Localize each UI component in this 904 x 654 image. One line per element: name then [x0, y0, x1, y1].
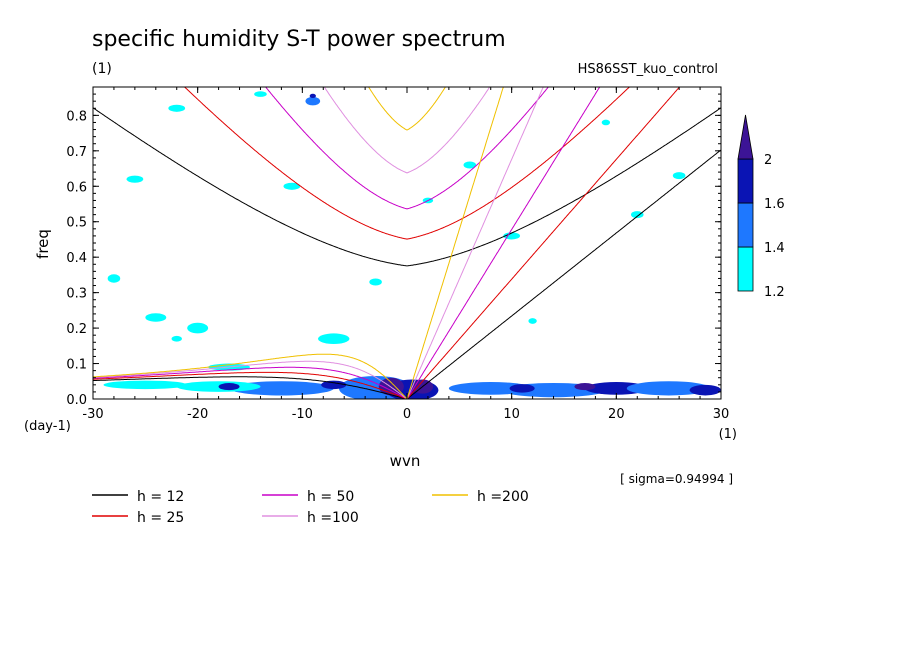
- shading-patch: [463, 161, 477, 169]
- dispersion-curve-kelvin: [406, 149, 721, 399]
- x-tick-label: 10: [503, 407, 520, 422]
- y-axis-unit: (day-1): [24, 419, 71, 434]
- dispersion-curve-n1-rossby: [93, 376, 408, 399]
- colorbar-label: 1.2: [764, 285, 785, 300]
- dispersion-curve-n1-gravity: [368, 87, 446, 131]
- dispersion-curve-kelvin: [406, 87, 681, 399]
- colorbar-label: 2: [764, 153, 772, 168]
- shading-patch: [305, 96, 321, 106]
- legend-label: h = 50: [307, 489, 354, 505]
- legend: h = 12 h = 25 h = 50 h =100 h =200: [92, 489, 529, 526]
- chart-subtitle-right: HS86SST_kuo_control: [578, 62, 718, 77]
- shading-patch: [145, 313, 167, 322]
- shading-patch: [126, 175, 144, 183]
- dispersion-curve-n1-rossby: [93, 353, 408, 399]
- shading-patch: [509, 384, 535, 393]
- shading-patch: [187, 322, 209, 334]
- dispersion-curve-kelvin: [406, 87, 544, 399]
- y-tick-label: 0.2: [66, 322, 87, 337]
- dispersion-curve-n1-gravity: [93, 107, 721, 267]
- y-tick-label: 0.8: [66, 109, 87, 124]
- x-tick-label: -20: [187, 407, 208, 422]
- axis-ticks: -30 -20 -10 0 10 20 30 0.0 0.1 0.2 0.3 0.4 0.5 0.6 0.7…: [66, 87, 729, 422]
- shading-patch: [309, 93, 316, 98]
- shading-patch: [369, 278, 382, 286]
- colorbar: 1.2 1.4 1.6 2: [737, 114, 785, 300]
- legend-label: h =100: [307, 510, 359, 526]
- x-tick-label: 20: [608, 407, 625, 422]
- y-tick-label: 0.7: [66, 145, 87, 160]
- legend-label: h = 12: [137, 489, 184, 505]
- colorbar-segment: [737, 246, 754, 292]
- colorbar-segment: [737, 158, 754, 204]
- colorbar-segment: [737, 202, 754, 248]
- colorbar-label: 1.4: [764, 241, 785, 256]
- y-tick-label: 0.6: [66, 180, 87, 195]
- shading-patch: [318, 333, 350, 345]
- colorbar-label: 1.6: [764, 197, 785, 212]
- shading-patch: [574, 383, 596, 391]
- dispersion-curve-n1-gravity: [183, 87, 631, 240]
- chart-title: specific humidity S-T power spectrum: [92, 27, 506, 52]
- dispersion-curve-kelvin: [406, 87, 504, 399]
- dispersion-curves: [93, 87, 721, 399]
- shading-patch: [254, 91, 267, 97]
- x-axis-unit: (1): [719, 427, 737, 442]
- spectrum-shading: [103, 91, 721, 399]
- shading-patch: [103, 380, 188, 390]
- dispersion-curve-n1-gravity: [265, 87, 549, 210]
- x-tick-label: 30: [713, 407, 730, 422]
- shading-patch: [321, 380, 347, 390]
- x-tick-label: 0: [403, 407, 411, 422]
- dispersion-curve-kelvin: [406, 87, 601, 399]
- legend-label: h =200: [477, 489, 529, 505]
- y-tick-label: 0.4: [66, 251, 87, 266]
- x-tick-label: -10: [292, 407, 313, 422]
- dispersion-curve-n1-gravity: [323, 87, 491, 174]
- colorbar-extension: [737, 114, 754, 160]
- x-tick-label: -30: [82, 407, 103, 422]
- shading-patch: [626, 381, 711, 396]
- y-tick-label: 0.5: [66, 216, 87, 231]
- shading-patch: [689, 384, 721, 396]
- shading-patch: [171, 335, 182, 342]
- y-tick-label: 0.1: [66, 358, 87, 373]
- shading-patch: [601, 119, 611, 126]
- shading-patch: [503, 232, 521, 240]
- shading-patch: [168, 104, 186, 112]
- sigma-label: [ sigma=0.94994 ]: [620, 472, 733, 486]
- dispersion-curve-n1-rossby: [93, 371, 408, 399]
- plot-frame: [92, 86, 722, 400]
- shading-patch: [672, 172, 686, 180]
- legend-label: h = 25: [137, 510, 184, 526]
- y-tick-label: 0.3: [66, 287, 87, 302]
- shading-patch: [218, 383, 240, 391]
- shading-patch: [283, 182, 301, 190]
- chart-subtitle-left: (1): [92, 61, 112, 77]
- dispersion-curve-n1-rossby: [93, 360, 408, 399]
- shading-patch: [630, 211, 644, 219]
- dispersion-curve-n1-rossby: [93, 366, 408, 399]
- y-axis-label: freq: [34, 229, 52, 259]
- shading-patch: [107, 274, 121, 283]
- x-axis-label: wvn: [390, 452, 421, 470]
- y-tick-label: 0.0: [66, 393, 87, 408]
- shading-patch: [528, 318, 537, 324]
